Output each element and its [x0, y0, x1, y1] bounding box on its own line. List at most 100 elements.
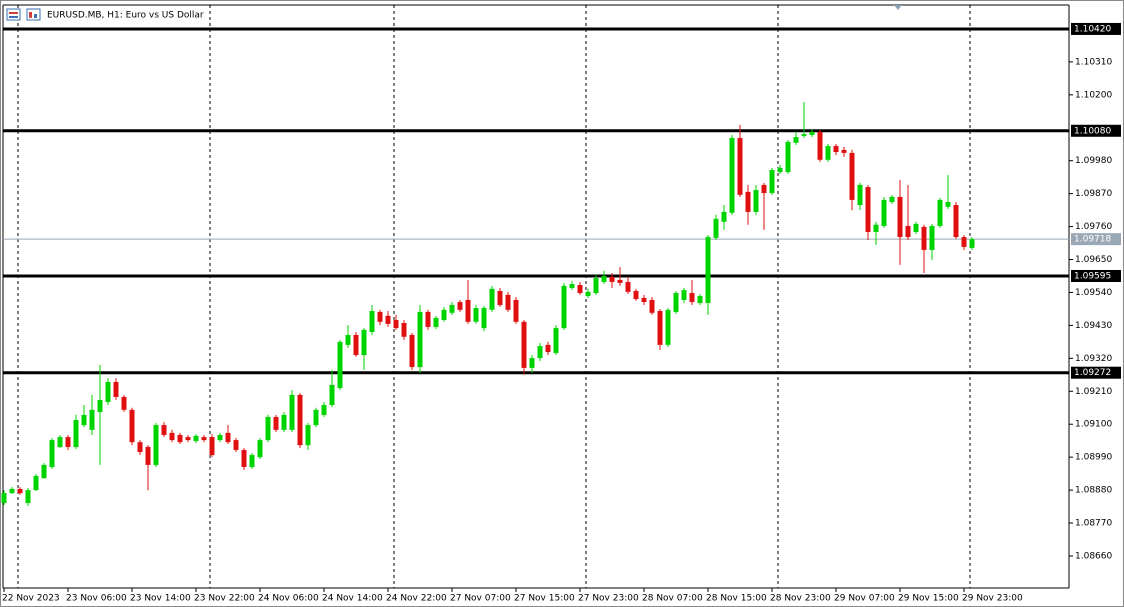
candle-body: [961, 237, 967, 247]
icon: [6, 8, 21, 21]
candle-body: [697, 296, 703, 303]
level-box: [1071, 269, 1121, 282]
level-label: 1.10420: [1074, 24, 1111, 34]
candle-body: [417, 311, 423, 368]
x-tick-label: 24 Nov 06:00: [258, 594, 319, 604]
y-tick-label: 1.08880: [1075, 486, 1112, 496]
candle-body: [857, 184, 863, 206]
x-tick-label: 29 Nov 15:00: [898, 594, 959, 604]
y-tick-label: 1.09430: [1075, 321, 1112, 331]
y-tick-label: 1.09760: [1075, 222, 1112, 232]
candle-body: [289, 394, 295, 430]
candle-body: [873, 224, 879, 232]
candle-body: [721, 211, 727, 222]
y-tick-label: 1.09980: [1075, 156, 1112, 166]
candle-body: [345, 334, 351, 345]
candle-body: [585, 291, 591, 297]
candle-body: [793, 137, 799, 143]
candle-body: [537, 346, 543, 359]
candle-body: [825, 146, 831, 160]
candle-body: [617, 279, 623, 283]
candle-body: [897, 196, 903, 238]
x-tick-label: 24 Nov 22:00: [386, 594, 447, 604]
candle-body: [225, 432, 231, 443]
y-tick-label: 1.08660: [1075, 551, 1112, 561]
candle-body: [513, 299, 519, 322]
candle-body: [233, 440, 239, 450]
candle-body: [657, 311, 663, 345]
candle-body: [305, 425, 311, 446]
candle-body: [209, 437, 215, 456]
candle-body: [1, 493, 7, 503]
x-tick-label: 28 Nov 07:00: [642, 594, 703, 604]
candle-body: [881, 199, 887, 226]
candle-body: [201, 437, 207, 441]
candle-body: [369, 311, 375, 332]
candle-body: [865, 187, 871, 232]
y-tick-label: 1.09100: [1075, 420, 1112, 430]
candle-body: [553, 328, 559, 353]
candle-body: [473, 308, 479, 322]
current-price-box: [1071, 233, 1121, 246]
candle-body: [49, 440, 55, 468]
candle-body: [353, 334, 359, 356]
candle-body: [73, 420, 79, 447]
candle-body: [801, 134, 807, 136]
candle-body: [785, 141, 791, 173]
candle-body: [481, 308, 487, 329]
x-tick-label: 23 Nov 06:00: [66, 594, 127, 604]
period-grid: [17, 5, 971, 588]
candle-body: [817, 131, 823, 160]
candle-body: [689, 293, 695, 303]
candle-body: [729, 137, 735, 213]
candle-body: [145, 446, 151, 465]
candle-body: [297, 394, 303, 446]
candle-body: [65, 437, 71, 447]
candle-body: [889, 196, 895, 203]
candle-body: [809, 131, 815, 135]
candle-body: [945, 202, 951, 207]
x-tick-label: 29 Nov 23:00: [962, 594, 1023, 604]
level-label: 1.09595: [1074, 271, 1111, 281]
candle-body: [265, 417, 271, 441]
x-tick-label: 22 Nov 2023: [2, 594, 60, 604]
candle-body: [849, 152, 855, 200]
y-tick-label: 1.09210: [1075, 387, 1112, 397]
candle-body: [393, 320, 399, 329]
x-tick-label: 23 Nov 22:00: [194, 594, 255, 604]
candle-body: [929, 225, 935, 250]
candle-body: [89, 409, 95, 430]
candle-body: [457, 302, 463, 310]
y-tick-label: 1.09540: [1075, 288, 1112, 298]
header-icons: [6, 8, 41, 21]
candle-body: [25, 490, 31, 503]
candle-body: [129, 409, 135, 443]
y-tick-label: 1.09650: [1075, 255, 1112, 265]
candle-body: [425, 311, 431, 327]
candle-body: [241, 449, 247, 468]
candle-body: [337, 341, 343, 388]
candle-body: [737, 137, 743, 195]
x-tick-label: 28 Nov 23:00: [770, 594, 831, 604]
candle-body: [777, 167, 783, 173]
candle-body: [641, 297, 647, 303]
candle-body: [601, 275, 607, 282]
candle-body: [505, 294, 511, 310]
candle-body: [681, 290, 687, 300]
candle-body: [433, 317, 439, 327]
candle-body: [81, 414, 87, 426]
candle-body: [905, 225, 911, 238]
candle-body: [545, 344, 551, 353]
candle-body: [113, 381, 119, 397]
candle-body: [561, 285, 567, 329]
candle-body: [137, 442, 143, 453]
candle-body: [529, 358, 535, 368]
candle-body: [193, 435, 199, 441]
candle-body: [713, 218, 719, 238]
level-box: [1071, 22, 1121, 35]
candle-body: [489, 288, 495, 310]
candle-body: [385, 315, 391, 324]
x-tick-label: 23 Nov 14:00: [130, 594, 191, 604]
candle-body: [401, 323, 407, 337]
